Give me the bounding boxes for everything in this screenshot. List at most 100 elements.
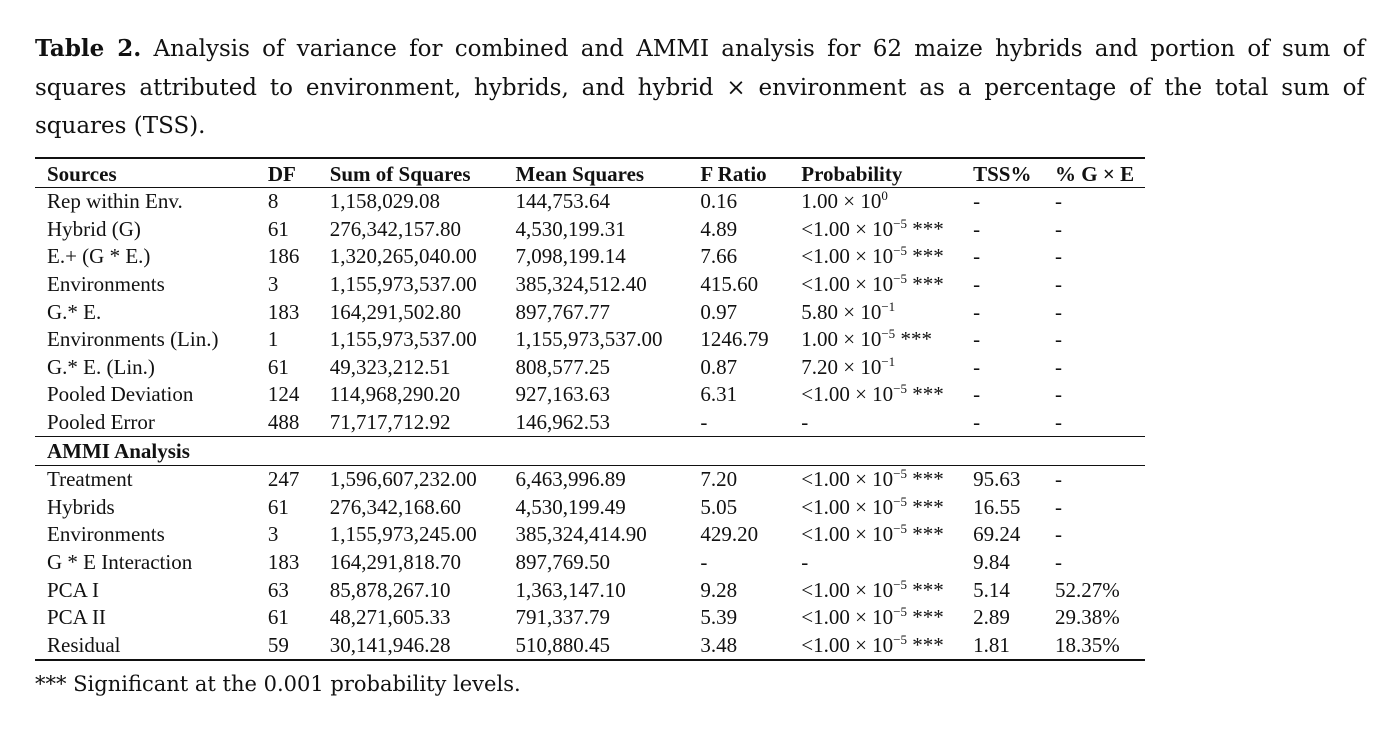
- probability-base: <1.00 × 10: [801, 382, 894, 407]
- cell-gxe-percent: 52.27%: [1055, 577, 1120, 602]
- cell-probability: 5.80 × 10−1: [801, 298, 973, 326]
- cell-tss-percent: 69.24: [973, 522, 1021, 547]
- cell-f-ratio: 6.31: [700, 382, 738, 407]
- cell-f-ratio: 4.89: [700, 216, 738, 241]
- significance-marker: ***: [907, 632, 944, 657]
- cell-df: 488: [267, 410, 300, 435]
- cell-mean-squares: 808,577.25: [515, 354, 611, 379]
- cell-source: Pooled Deviation: [47, 382, 194, 407]
- cell-source: G * E Interaction: [47, 550, 193, 575]
- probability-base: <1.00 × 10: [801, 577, 894, 602]
- probability-exponent: −1: [881, 353, 896, 369]
- cell-source: Hybrid (G): [47, 216, 141, 241]
- cell-gxe-percent: -: [1055, 522, 1063, 547]
- header-mean-squares: Mean Squares: [515, 162, 645, 186]
- cell-source: Hybrids: [47, 494, 115, 519]
- probability-exponent: −5: [893, 243, 908, 259]
- cell-probability: <1.00 × 10−5 ***: [801, 271, 973, 299]
- cell-sum-of-squares: 85,878,267.10: [329, 577, 451, 602]
- cell-source: Environments: [47, 272, 165, 297]
- probability-exponent: −5: [893, 521, 908, 537]
- cell-sum-of-squares: 276,342,168.60: [329, 494, 461, 519]
- cell-sum-of-squares: 1,596,607,232.00: [329, 467, 477, 492]
- cell-df: 61: [267, 354, 289, 379]
- cell-probability: <1.00 × 10−5 ***: [801, 494, 973, 522]
- cell-mean-squares: 385,324,512.40: [515, 272, 647, 297]
- cell-tss-percent: 5.14: [973, 577, 1010, 602]
- significance-marker: ***: [907, 382, 944, 407]
- cell-tss-percent: -: [973, 189, 981, 214]
- cell-probability: <1.00 × 10−5 ***: [801, 243, 973, 271]
- table-caption: Table 2. Analysis of variance for combin…: [35, 30, 1365, 146]
- significance-marker: ***: [907, 244, 944, 269]
- significance-marker: ***: [907, 522, 944, 547]
- cell-sum-of-squares: 164,291,818.70: [329, 550, 461, 575]
- cell-gxe-percent: -: [1055, 189, 1063, 214]
- cell-tss-percent: 95.63: [973, 467, 1021, 492]
- table-row: PCA I 63 85,878,267.10 1,363,147.10 9.28 <1.0…: [35, 576, 1145, 604]
- table-row: Treatment 247 1,596,607,232.00 6,463,996.89…: [35, 465, 1145, 493]
- significance-marker: ***: [907, 272, 944, 297]
- cell-source: Treatment: [47, 467, 133, 492]
- cell-df: 61: [267, 605, 289, 630]
- probability-exponent: −5: [893, 631, 908, 647]
- cell-mean-squares: 4,530,199.49: [515, 494, 626, 519]
- cell-sum-of-squares: 1,155,973,537.00: [329, 327, 477, 352]
- probability-base: <1.00 × 10: [801, 216, 894, 241]
- cell-f-ratio: 0.16: [700, 189, 738, 214]
- cell-gxe-percent: 18.35%: [1055, 632, 1120, 657]
- cell-sum-of-squares: 49,323,212.51: [329, 354, 451, 379]
- table-row: Rep within Env. 8 1,158,029.08 144,753.64 0.…: [35, 188, 1145, 216]
- probability-base: 1.00 × 10: [801, 189, 882, 214]
- cell-gxe-percent: -: [1055, 299, 1063, 324]
- table-row: Environments 3 1,155,973,245.00 385,324,414…: [35, 521, 1145, 549]
- cell-gxe-percent: -: [1055, 467, 1063, 492]
- cell-gxe-percent: -: [1055, 272, 1063, 297]
- table-row: PCA II 61 48,271,605.33 791,337.79 5.39 <1.00…: [35, 604, 1145, 632]
- cell-sum-of-squares: 1,158,029.08: [329, 189, 440, 214]
- cell-source: Rep within Env.: [47, 189, 183, 214]
- cell-df: 59: [267, 632, 289, 657]
- cell-probability: <1.00 × 10−5 ***: [801, 604, 973, 632]
- cell-df: 63: [267, 577, 289, 602]
- cell-tss-percent: -: [973, 244, 981, 269]
- cell-sum-of-squares: 30,141,946.28: [329, 632, 451, 657]
- table-row: Environments 3 1,155,973,537.00 385,324,512…: [35, 271, 1145, 299]
- cell-mean-squares: 1,155,973,537.00: [515, 327, 663, 352]
- cell-source: Environments: [47, 522, 165, 547]
- cell-df: 1: [267, 327, 279, 352]
- probability-base: 1.00 × 10: [801, 327, 882, 352]
- probability-base: <1.00 × 10: [801, 605, 894, 630]
- cell-tss-percent: -: [973, 327, 981, 352]
- cell-df: 3: [267, 272, 279, 297]
- cell-tss-percent: -: [973, 354, 981, 379]
- cell-gxe-percent: -: [1055, 216, 1063, 241]
- header-gxe-percent: % G × E: [1055, 162, 1135, 186]
- cell-f-ratio: 0.97: [700, 299, 738, 324]
- cell-mean-squares: 897,767.77: [515, 299, 611, 324]
- cell-tss-percent: -: [973, 410, 981, 435]
- table-row: E.+ (G * E.) 186 1,320,265,040.00 7,098,199…: [35, 243, 1145, 271]
- cell-sum-of-squares: 71,717,712.92: [329, 410, 451, 435]
- probability-exponent: −5: [893, 576, 908, 592]
- probability-base: 7.20 × 10: [801, 354, 882, 379]
- cell-df: 61: [267, 216, 289, 241]
- cell-probability: -: [801, 549, 973, 577]
- probability-exponent: −1: [881, 298, 896, 314]
- cell-gxe-percent: -: [1055, 494, 1063, 519]
- cell-df: 186: [267, 244, 300, 269]
- table-row: G * E Interaction 183 164,291,818.70 897,76…: [35, 549, 1145, 577]
- cell-sum-of-squares: 48,271,605.33: [329, 605, 451, 630]
- significance-marker: ***: [907, 467, 944, 492]
- header-df: DF: [267, 162, 296, 186]
- cell-probability: <1.00 × 10−5 ***: [801, 216, 973, 244]
- probability-base: -: [801, 410, 809, 435]
- probability-base: <1.00 × 10: [801, 244, 894, 269]
- header-probability: Probability: [801, 162, 903, 186]
- table-row: Environments (Lin.) 1 1,155,973,537.00 1,15…: [35, 326, 1145, 354]
- cell-gxe-percent: -: [1055, 382, 1063, 407]
- cell-probability: <1.00 × 10−5 ***: [801, 632, 973, 661]
- table-row: Hybrids 61 276,342,168.60 4,530,199.49 5.05 <…: [35, 494, 1145, 522]
- significance-marker: ***: [907, 577, 944, 602]
- probability-exponent: −5: [893, 271, 908, 287]
